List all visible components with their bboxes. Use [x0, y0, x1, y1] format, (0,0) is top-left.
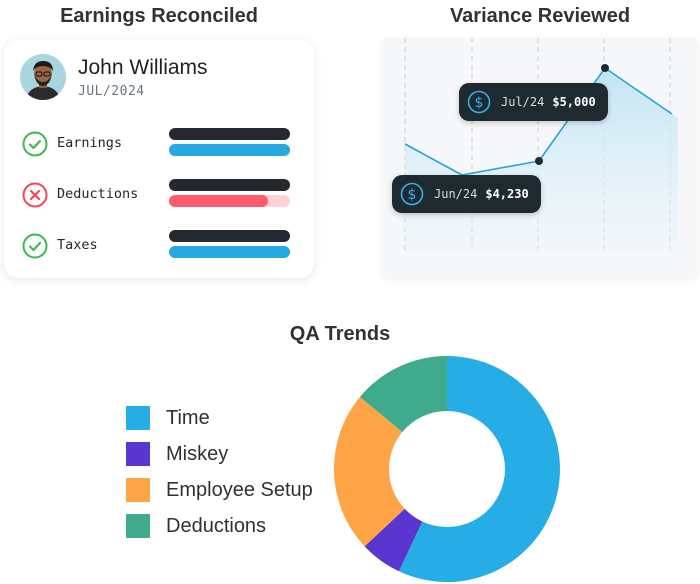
check-circle-icon: [22, 233, 48, 259]
legend-swatch: [126, 514, 150, 538]
progress-bar-track: [169, 195, 290, 207]
tooltip-value: $4,230: [485, 187, 529, 201]
qa-trends-title: QA Trends: [289, 323, 391, 345]
dollar-circle-icon: $: [467, 90, 491, 114]
row-label: Taxes: [57, 237, 98, 253]
donut-slice-miskey[interactable]: [364, 508, 423, 572]
progress-bar-track: [169, 144, 290, 156]
legend-swatch: [126, 406, 150, 430]
reference-bar: [169, 128, 290, 140]
legend-swatch: [126, 478, 150, 502]
tooltip-jul: $ Jul/24 $5,000: [459, 83, 608, 121]
row-label: Deductions: [57, 186, 139, 202]
legend-item: Miskey: [126, 440, 346, 468]
tooltip-period: Jul/24: [501, 95, 545, 109]
donut-slice-deductions[interactable]: [359, 356, 447, 433]
row-label: Earnings: [57, 135, 123, 151]
legend-item: Employee Setup: [126, 476, 346, 504]
earnings-reconciled-title: Earnings Reconciled: [60, 5, 258, 27]
check-row-deductions: Deductions: [22, 179, 302, 209]
tooltip-jun: $ Jun/24 $4,230: [392, 175, 541, 213]
legend-label: Miskey: [166, 443, 229, 465]
reference-bar: [169, 179, 290, 191]
check-row-taxes: Taxes: [22, 230, 302, 260]
avatar: [20, 54, 66, 100]
pay-period: JUL/2024: [78, 84, 145, 99]
progress-bar-fill: [169, 144, 290, 156]
variance-card: $ Jul/24 $5,000 $ Jun/24 $4,230: [382, 38, 698, 278]
check-row-earnings: Earnings: [22, 128, 302, 158]
donut-slice-employee-setup[interactable]: [334, 396, 405, 547]
reference-bar: [169, 230, 290, 242]
dollar-circle-icon: $: [400, 182, 424, 206]
data-point-jun[interactable]: [535, 157, 543, 165]
donut-slice-time[interactable]: [398, 356, 560, 582]
legend-swatch: [126, 442, 150, 466]
variance-reviewed-title: Variance Reviewed: [449, 5, 631, 27]
person-name: John Williams: [78, 56, 208, 79]
data-point-jul[interactable]: [601, 64, 609, 72]
svg-text:$: $: [408, 187, 417, 203]
qa-trends-donut-chart: [334, 356, 560, 582]
legend-label: Time: [166, 407, 210, 429]
tooltip-period: Jun/24: [434, 187, 478, 201]
legend-label: Deductions: [166, 515, 267, 537]
x-circle-icon: [22, 182, 48, 208]
progress-bar-fill: [169, 195, 269, 207]
variance-line-chart: [404, 38, 678, 252]
legend-item: Time: [126, 404, 346, 432]
svg-text:$: $: [475, 95, 484, 111]
tooltip-value: $5,000: [552, 95, 596, 109]
check-circle-icon: [22, 131, 48, 157]
progress-bar-track: [169, 246, 290, 258]
legend-label: Employee Setup: [166, 479, 313, 501]
legend-item: Deductions: [126, 512, 346, 540]
earnings-card: John Williams JUL/2024 Earnings Deduction…: [4, 40, 314, 278]
progress-bar-fill: [169, 246, 290, 258]
